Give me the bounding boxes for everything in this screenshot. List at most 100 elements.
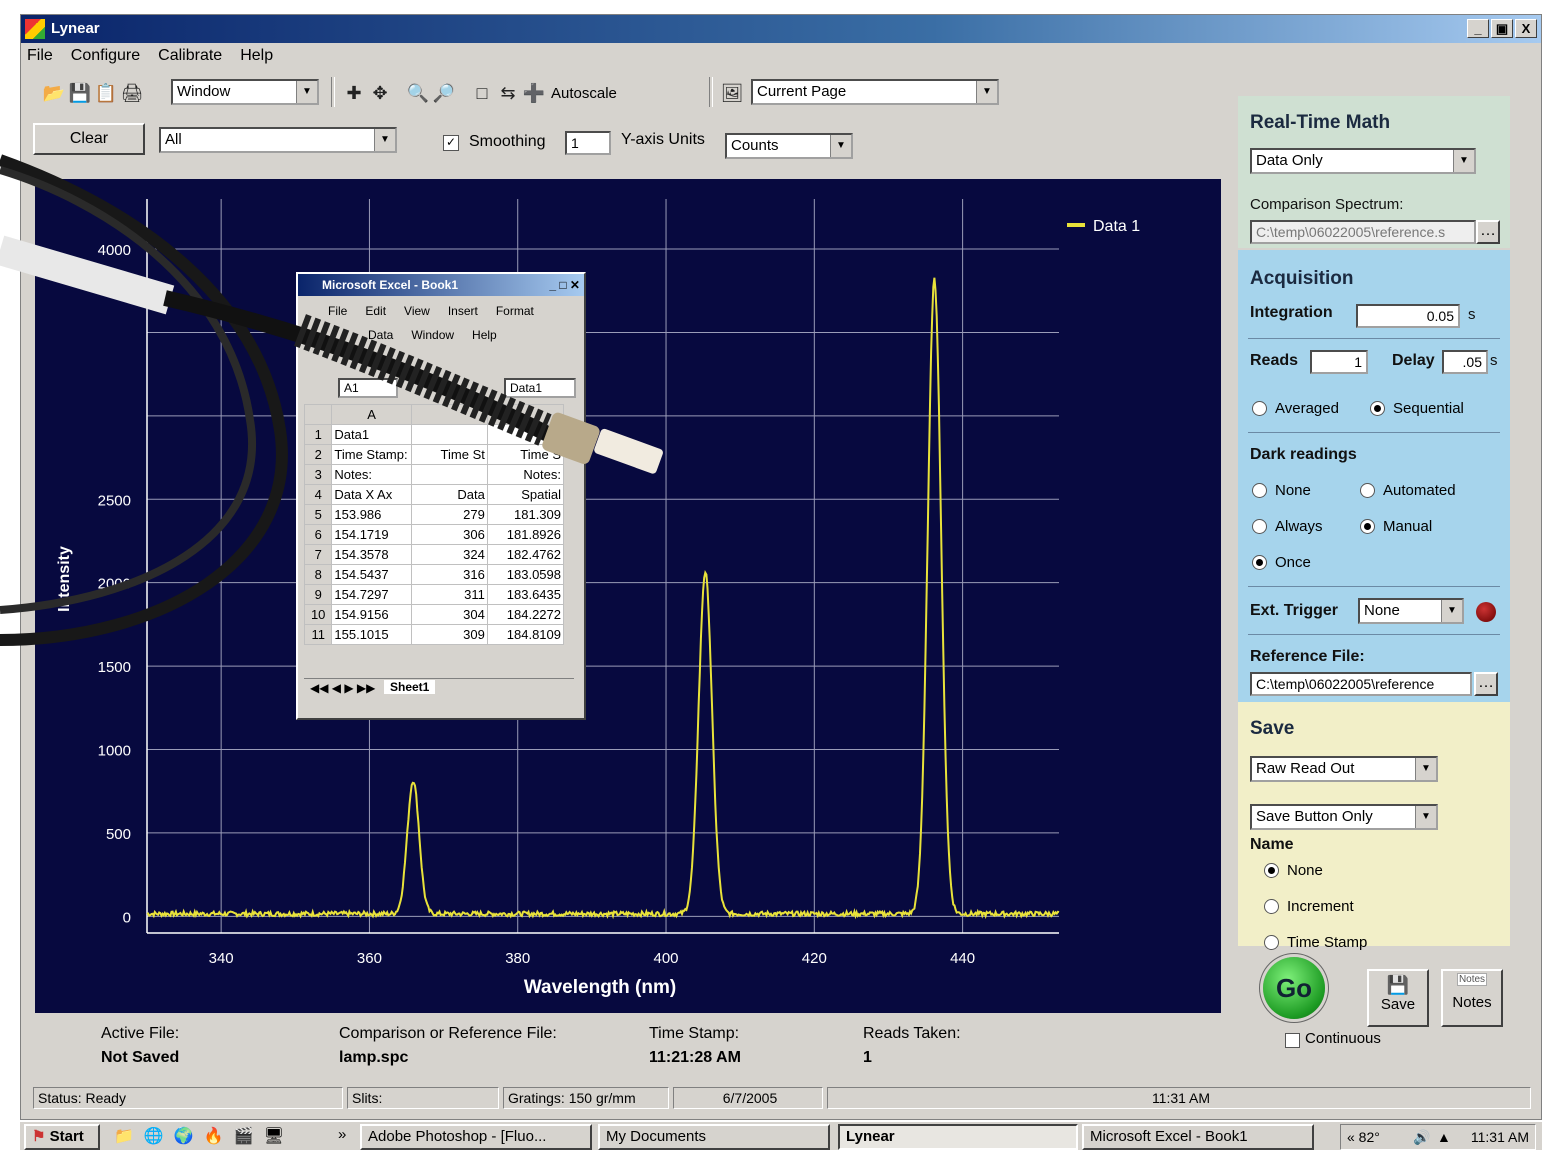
menu-calibrate[interactable]: Calibrate: [158, 47, 223, 64]
maximize-button[interactable]: ▣: [1491, 19, 1513, 38]
title-bar[interactable]: Lynear _ ▣ X: [21, 15, 1541, 43]
cell-b[interactable]: Data: [410, 484, 488, 505]
row-header[interactable]: 7: [303, 544, 333, 565]
ie-icon[interactable]: 🌍: [173, 1128, 194, 1145]
cell-c[interactable]: [486, 424, 565, 445]
cell-c[interactable]: 181.309: [486, 504, 565, 525]
task-excel[interactable]: Microsoft Excel - Book1: [1082, 1124, 1314, 1150]
row-header[interactable]: 4: [303, 484, 333, 505]
select-box-icon[interactable]: □: [476, 82, 488, 103]
save-disk-icon[interactable]: 💾: [68, 82, 92, 103]
speaker-icon[interactable]: 🔊: [1413, 1129, 1431, 1145]
row-header[interactable]: 10: [303, 604, 333, 625]
row-header[interactable]: 8: [303, 564, 333, 585]
smoothing-checkbox[interactable]: ✓: [443, 135, 459, 151]
table-row[interactable]: 9 154.7297 311 183.6435: [303, 584, 565, 605]
averaged-radio[interactable]: Averaged: [1252, 400, 1339, 417]
folder-icon[interactable]: 📁: [114, 1128, 134, 1145]
cell-c[interactable]: Time S: [486, 444, 565, 465]
cell-b[interactable]: 279: [410, 504, 488, 525]
print-icon[interactable]: 🖨: [120, 82, 144, 103]
name-increment-radio[interactable]: Increment: [1264, 898, 1354, 915]
task-lynear[interactable]: Lynear: [838, 1124, 1078, 1150]
math-mode-combo[interactable]: Data Only ▼: [1250, 148, 1476, 174]
filter-combo[interactable]: All ▼: [159, 127, 397, 153]
name-none-radio[interactable]: None: [1264, 862, 1323, 879]
cell-a[interactable]: 154.1719: [331, 524, 412, 545]
zoom-in-icon[interactable]: 🔎: [432, 82, 456, 103]
cell-a[interactable]: Data X Ax: [331, 484, 412, 505]
row-header[interactable]: 1: [303, 424, 333, 445]
table-row[interactable]: 4 Data X Ax Data Spatial: [303, 484, 565, 505]
clear-button[interactable]: Clear: [33, 123, 145, 155]
quick-launch-more[interactable]: »: [338, 1126, 347, 1143]
table-row[interactable]: 5 153.986 279 181.309: [303, 504, 565, 525]
spectrum-plot[interactable]: 340 360 380 400 420 440 0 500 1000 1500 2000 2500 40…: [35, 179, 1221, 1013]
cell-b[interactable]: [410, 424, 488, 445]
task-my-documents[interactable]: My Documents: [598, 1124, 830, 1150]
row-header[interactable]: 5: [303, 504, 333, 525]
cell-a[interactable]: Notes:: [331, 464, 412, 485]
row-header[interactable]: 2: [303, 444, 333, 465]
cell-a[interactable]: Time Stamp:: [331, 444, 412, 465]
menu-configure[interactable]: Configure: [70, 47, 141, 64]
spectrum-chart[interactable]: 340 360 380 400 420 440 0 500 1000 1500 2000 2500 40…: [35, 179, 1221, 1013]
table-row[interactable]: 6 154.1719 306 181.8926: [303, 524, 565, 545]
comparison-spectrum-path[interactable]: C:\temp\06022005\reference.s: [1250, 220, 1476, 244]
integration-input[interactable]: 0.05: [1356, 304, 1460, 328]
table-row[interactable]: 8 154.5437 316 183.0598: [303, 564, 565, 585]
smoothing-stepper[interactable]: 1: [565, 131, 611, 155]
yaxis-units-combo[interactable]: Counts ▼: [725, 133, 853, 159]
sequential-radio[interactable]: Sequential: [1370, 400, 1464, 417]
sheet-tab-sheet1[interactable]: Sheet1: [384, 680, 436, 694]
row-header[interactable]: 6: [303, 524, 333, 545]
excel-col-a[interactable]: A: [331, 404, 412, 425]
excel-col-b[interactable]: [410, 404, 488, 425]
cell-b[interactable]: 306: [410, 524, 488, 545]
cell-c[interactable]: 183.0598: [486, 564, 565, 585]
table-row[interactable]: 7 154.3578 324 182.4762: [303, 544, 565, 565]
excel-menu-help[interactable]: Help: [472, 328, 497, 342]
excel-window[interactable]: Microsoft Excel - Book1 _ □ ✕ File Edit …: [296, 272, 586, 720]
continuous-checkbox[interactable]: [1285, 1033, 1300, 1048]
window-combo[interactable]: Window ▼: [171, 79, 319, 105]
save-button[interactable]: 💾 Save: [1367, 969, 1429, 1027]
cell-a[interactable]: 153.986: [331, 504, 412, 525]
page-view-icon[interactable]: 🖼: [720, 82, 744, 103]
excel-title-bar[interactable]: Microsoft Excel - Book1 _ □ ✕: [298, 274, 584, 296]
firefox-icon[interactable]: 🔥: [203, 1128, 224, 1145]
excel-menu-file[interactable]: File: [328, 304, 348, 318]
cell-b[interactable]: 304: [410, 604, 488, 625]
excel-col-c[interactable]: [486, 404, 565, 425]
dark-once-radio[interactable]: Once: [1252, 554, 1311, 571]
notes-button[interactable]: Notes Notes: [1441, 969, 1503, 1027]
table-row[interactable]: 3 Notes: Notes:: [303, 464, 565, 485]
cell-a[interactable]: 154.5437: [331, 564, 412, 585]
start-button[interactable]: ⚑ Start: [24, 1124, 100, 1150]
cell-b[interactable]: 316: [410, 564, 488, 585]
zoom-out-icon[interactable]: 🔍: [406, 82, 430, 103]
close-button[interactable]: X: [1515, 19, 1537, 38]
excel-menu-window[interactable]: Window: [411, 328, 455, 342]
desktop-icon[interactable]: 🖥: [263, 1128, 284, 1145]
pan-icon[interactable]: ✥: [372, 82, 388, 103]
globe-icon[interactable]: 🌐: [143, 1128, 164, 1145]
excel-menu-view[interactable]: View: [404, 304, 430, 318]
save-format-combo[interactable]: Raw Read Out ▼: [1250, 756, 1438, 782]
page-combo[interactable]: Current Page ▼: [751, 79, 999, 105]
excel-menu-insert[interactable]: Insert: [447, 304, 478, 318]
sheet-nav-arrows[interactable]: ◀◀ ◀ ▶ ▶▶: [310, 681, 376, 695]
task-photoshop[interactable]: Adobe Photoshop - [Fluo...: [360, 1124, 592, 1150]
ext-trigger-combo[interactable]: None ▼: [1358, 598, 1464, 624]
cell-b[interactable]: 311: [410, 584, 488, 605]
cell-b[interactable]: Time St: [410, 444, 488, 465]
table-row[interactable]: 11 155.1015 309 184.8109: [303, 624, 565, 645]
cell-c[interactable]: Notes:: [486, 464, 565, 485]
name-timestamp-radio[interactable]: Time Stamp: [1264, 934, 1367, 951]
reads-stepper[interactable]: 1: [1310, 350, 1368, 374]
comparison-browse-button[interactable]: …: [1476, 220, 1500, 244]
cell-a[interactable]: Data1: [331, 424, 412, 445]
network-icon[interactable]: ▲: [1437, 1129, 1451, 1145]
cell-c[interactable]: Spatial: [486, 484, 565, 505]
reference-browse-button[interactable]: …: [1474, 672, 1498, 696]
